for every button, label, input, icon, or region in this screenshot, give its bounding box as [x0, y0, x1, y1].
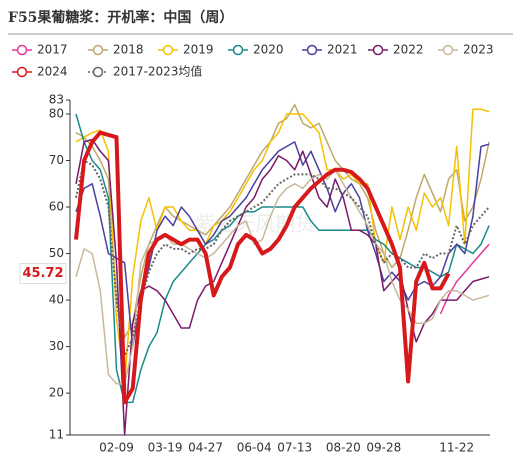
legend-marker	[442, 44, 454, 56]
latest-label: 45.72	[22, 266, 63, 281]
legend-label: 2019	[183, 43, 214, 57]
chart-title: F55果葡糖浆：开机率：中国（周）	[8, 9, 233, 26]
x-tick-label: 09-28	[366, 441, 401, 455]
legend-label: 2018	[113, 43, 144, 57]
series-line	[75, 169, 490, 385]
legend-label: 2022	[393, 43, 424, 57]
latest-label-box	[19, 262, 67, 284]
y-tick-label: 70	[49, 153, 64, 167]
y-tick-label: 20	[49, 386, 64, 400]
x-tick-label: 07-13	[277, 441, 312, 455]
legend-marker	[92, 66, 104, 78]
legend-marker	[162, 44, 174, 56]
series-line	[75, 103, 490, 339]
legend-label: 2017-2023均值	[113, 64, 202, 79]
legend-marker	[232, 44, 244, 56]
x-tick-label: 06-04	[237, 441, 272, 455]
y-tick-label: 80	[49, 106, 64, 120]
y-tick-label: 30	[49, 339, 64, 353]
watermark: 紫金天风期货	[195, 212, 315, 236]
legend-label: 2017	[37, 43, 68, 57]
legend-marker	[92, 44, 104, 56]
legend-label: 2023	[463, 43, 494, 57]
series-line	[75, 108, 490, 385]
x-tick-label: 02-09	[99, 441, 134, 455]
legend-label: 2021	[327, 43, 358, 57]
x-tick-label: 04-27	[188, 441, 223, 455]
legend-marker	[306, 44, 318, 56]
legend-marker	[16, 44, 28, 56]
x-tick-label: 08-20	[326, 441, 361, 455]
legend-marker	[372, 44, 384, 56]
series-line	[74, 130, 451, 405]
legend-label: 2024	[37, 65, 68, 79]
legend-label: 2020	[253, 43, 284, 57]
y-tick-label: 83	[49, 93, 64, 107]
series-line	[75, 113, 490, 404]
y-tick-label: 11	[49, 428, 64, 442]
series-line	[439, 243, 490, 315]
legend-marker	[16, 66, 28, 78]
y-tick-label: 60	[49, 200, 64, 214]
y-tick-label: 50	[49, 246, 64, 260]
x-tick-label: 11-22	[439, 441, 474, 455]
x-tick-label: 03-19	[148, 441, 183, 455]
y-tick-label: 40	[49, 293, 64, 307]
